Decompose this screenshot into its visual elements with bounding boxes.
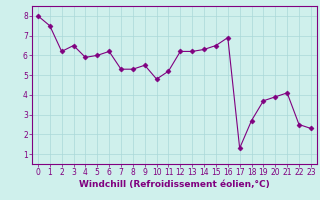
X-axis label: Windchill (Refroidissement éolien,°C): Windchill (Refroidissement éolien,°C)	[79, 180, 270, 189]
